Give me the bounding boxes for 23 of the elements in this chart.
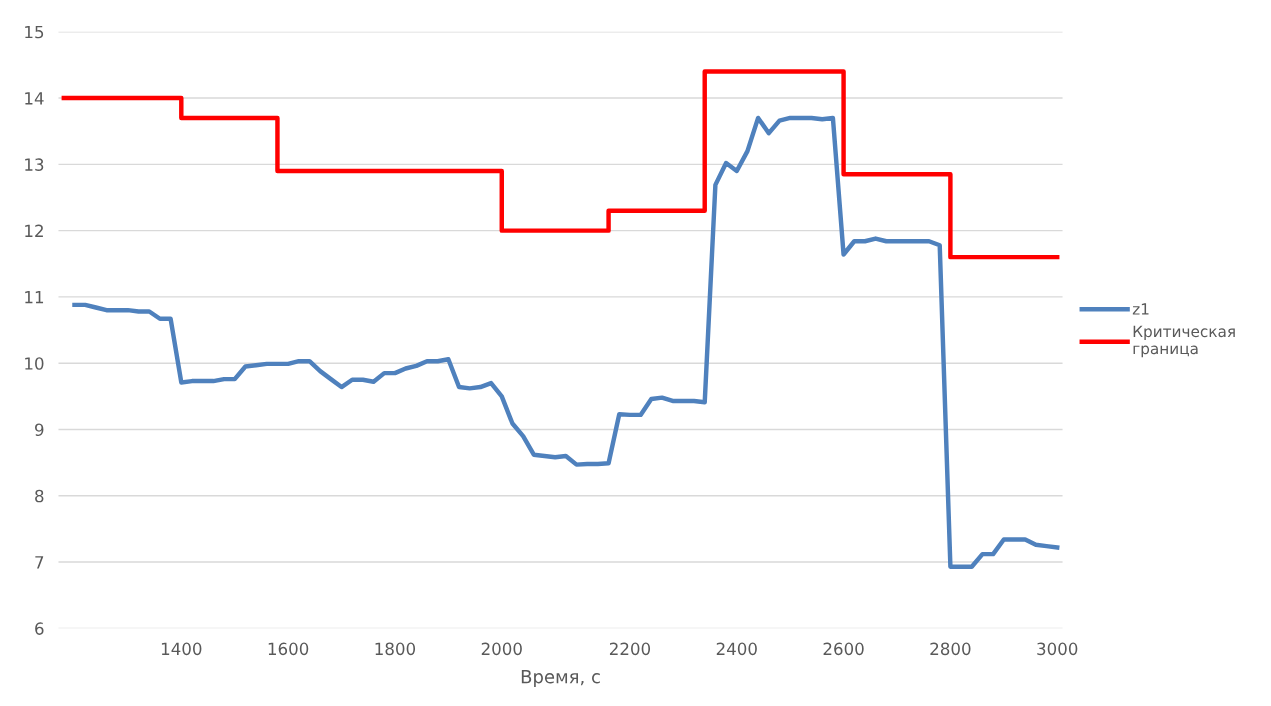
x-tick-label: 1600 xyxy=(268,642,309,656)
x-tick-label: 3000 xyxy=(1037,642,1078,656)
y-tick-label: 8 xyxy=(35,489,44,503)
y-tick-label: 13 xyxy=(25,158,44,171)
legend-label: Критическая граница xyxy=(1133,325,1235,358)
x-tick-label: 1800 xyxy=(375,642,416,656)
y-tick-label: 11 xyxy=(25,291,44,304)
y-tick-label: 6 xyxy=(35,622,44,635)
y-tick-label: 12 xyxy=(25,224,43,237)
x-tick-label: 2800 xyxy=(930,642,971,656)
y-tick-label: 14 xyxy=(25,92,44,105)
legend-label: z1 xyxy=(1132,303,1149,315)
x-tick-label: 2200 xyxy=(609,642,651,656)
x-tick-label: 2400 xyxy=(716,642,757,656)
y-tick-label: 15 xyxy=(25,25,44,39)
y-tick-label: 9 xyxy=(35,423,44,437)
y-tick-label: 10 xyxy=(25,357,44,370)
line-series xyxy=(72,115,1060,569)
y-tick-label: 7 xyxy=(35,556,44,569)
x-axis-title: Время, с xyxy=(521,670,600,687)
x-tick-label: 2600 xyxy=(823,642,864,656)
x-tick-label: 2000 xyxy=(481,642,522,656)
x-tick-label: 1400 xyxy=(161,642,202,656)
